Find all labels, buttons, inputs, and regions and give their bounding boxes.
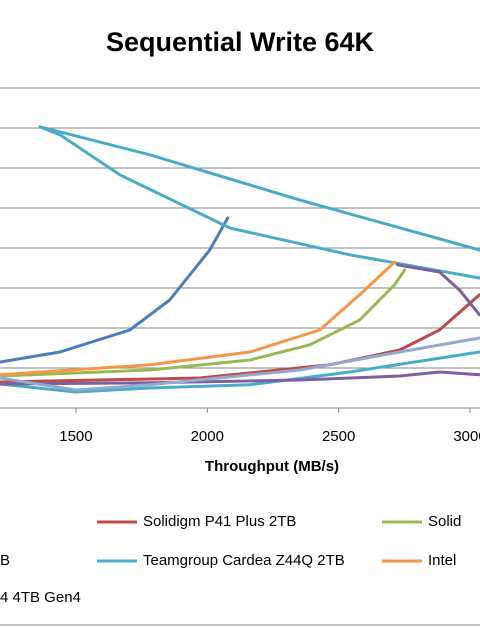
x-tick-label: 2000 (191, 428, 224, 445)
series-line (0, 216, 230, 364)
legend-label: Intel (428, 552, 456, 569)
legend-label: Teamgroup Cardea Z44Q 2TB (143, 552, 345, 569)
legend-label: B (0, 552, 10, 569)
series-line (0, 125, 480, 394)
legend-label: 4 4TB Gen4 (0, 589, 81, 606)
x-tick-label: 2500 (322, 428, 355, 445)
chart-title: Sequential Write 64K (106, 27, 375, 57)
series-line (0, 260, 397, 377)
series-line (0, 336, 480, 392)
legend-label: Solid (428, 513, 461, 530)
x-tick-label: 1500 (59, 428, 92, 445)
legend-label: Solidigm P41 Plus 2TB (143, 513, 296, 530)
x-tick-label: 3000 (453, 428, 480, 445)
x-axis-label: Throughput (MB/s) (205, 458, 339, 475)
series-line (0, 268, 407, 378)
series-line (0, 263, 480, 386)
